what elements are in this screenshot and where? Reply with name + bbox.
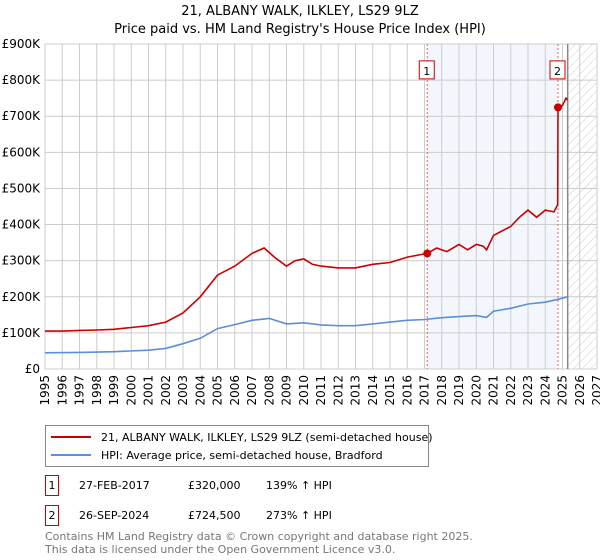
x-tick-label: 1999 [107, 375, 121, 406]
legend-item-hpi: HPI: Average price, semi-detached house,… [51, 447, 383, 463]
property-series-line [45, 96, 569, 332]
sale-period-shading [427, 44, 559, 369]
legend-label: 21, ALBANY WALK, ILKLEY, LS29 9LZ (semi-… [101, 430, 433, 444]
x-tick-label: 1995 [38, 375, 52, 406]
x-tick-label: 2015 [383, 375, 397, 406]
hpi-series-line [44, 296, 568, 354]
x-tick-label: 2000 [124, 375, 138, 406]
x-tick-label: 1996 [55, 375, 69, 406]
transaction-row: 1 27-FEB-2017 £320,000 139% ↑ HPI [45, 475, 445, 497]
x-tick-label: 2023 [521, 375, 535, 406]
y-tick-label: £700K [2, 109, 42, 123]
forecast-hatch [567, 44, 597, 369]
x-tick-label: 2010 [297, 375, 311, 406]
transaction-row: 2 26-SEP-2024 £724,500 273% ↑ HPI [45, 505, 445, 527]
legend-item-property: 21, ALBANY WALK, ILKLEY, LS29 9LZ (semi-… [51, 429, 433, 445]
transaction-date: 26-SEP-2024 [79, 509, 150, 522]
footer-line: This data is licensed under the Open Gov… [45, 543, 396, 556]
transaction-badge: 2 [45, 505, 59, 526]
x-tick-label: 2012 [331, 375, 345, 406]
chart-subtitle: Price paid vs. HM Land Registry's House … [114, 22, 486, 37]
x-tick-label: 2016 [400, 375, 414, 406]
sale-label: 2 [554, 65, 561, 78]
footer: Contains HM Land Registry data © Crown c… [45, 530, 473, 556]
x-tick-label: 2009 [280, 375, 294, 406]
y-tick-label: £600K [2, 145, 42, 159]
transaction-hpi: 139% ↑ HPI [266, 479, 332, 492]
legend-label: HPI: Average price, semi-detached house,… [101, 448, 383, 462]
x-tick-label: 2003 [176, 375, 190, 406]
legend-swatch-red [51, 436, 91, 438]
x-tick-label: 2007 [245, 375, 259, 406]
x-tick-label: 2024 [538, 375, 552, 406]
sale-label: 1 [423, 65, 430, 78]
sale-point [423, 249, 432, 258]
x-tick-label: 2020 [469, 375, 483, 406]
x-tick-label: 2017 [418, 375, 432, 406]
x-tick-label: 2004 [193, 375, 207, 406]
x-tick-label: 1998 [90, 375, 104, 406]
x-tick-label: 2014 [366, 375, 380, 406]
x-tick-label: 2013 [349, 375, 363, 406]
x-tick-label: 2018 [435, 375, 449, 406]
x-tick-label: 2022 [504, 375, 518, 406]
x-tick-label: 2026 [573, 375, 587, 406]
x-tick-label: 2006 [228, 375, 242, 406]
y-tick-label: £800K [2, 73, 42, 87]
y-tick-label: £0 [25, 362, 40, 376]
sale-point [554, 103, 563, 112]
x-tick-label: 2008 [262, 375, 276, 406]
transaction-date: 27-FEB-2017 [79, 479, 150, 492]
x-tick-label: 2011 [314, 375, 328, 406]
sale-label-box [549, 60, 566, 80]
x-tick-label: 2019 [452, 375, 466, 406]
legend: 21, ALBANY WALK, ILKLEY, LS29 9LZ (semi-… [45, 425, 433, 467]
chart-title: 21, ALBANY WALK, ILKLEY, LS29 9LZ [181, 4, 419, 19]
x-tick-label: 2021 [487, 375, 501, 406]
y-tick-label: £200K [2, 290, 42, 304]
y-tick-label: £300K [2, 254, 42, 268]
x-tick-label: 1997 [73, 375, 87, 406]
transaction-price: £320,000 [188, 479, 241, 492]
transaction-hpi: 273% ↑ HPI [266, 509, 332, 522]
y-tick-label: £900K [2, 37, 42, 51]
x-tick-label: 2002 [159, 375, 173, 406]
x-tick-label: 2027 [590, 375, 600, 406]
legend-swatch-blue [51, 454, 91, 456]
transaction-badge: 1 [45, 475, 59, 496]
x-tick-label: 2025 [556, 375, 570, 406]
y-tick-label: £100K [2, 326, 42, 340]
x-tick-label: 2005 [211, 375, 225, 406]
x-tick-label: 2001 [142, 375, 156, 406]
transaction-price: £724,500 [188, 509, 241, 522]
sale-label-box [418, 60, 435, 80]
y-tick-label: £400K [2, 218, 42, 232]
y-tick-label: £500K [2, 181, 42, 195]
footer-line: Contains HM Land Registry data © Crown c… [45, 530, 473, 543]
